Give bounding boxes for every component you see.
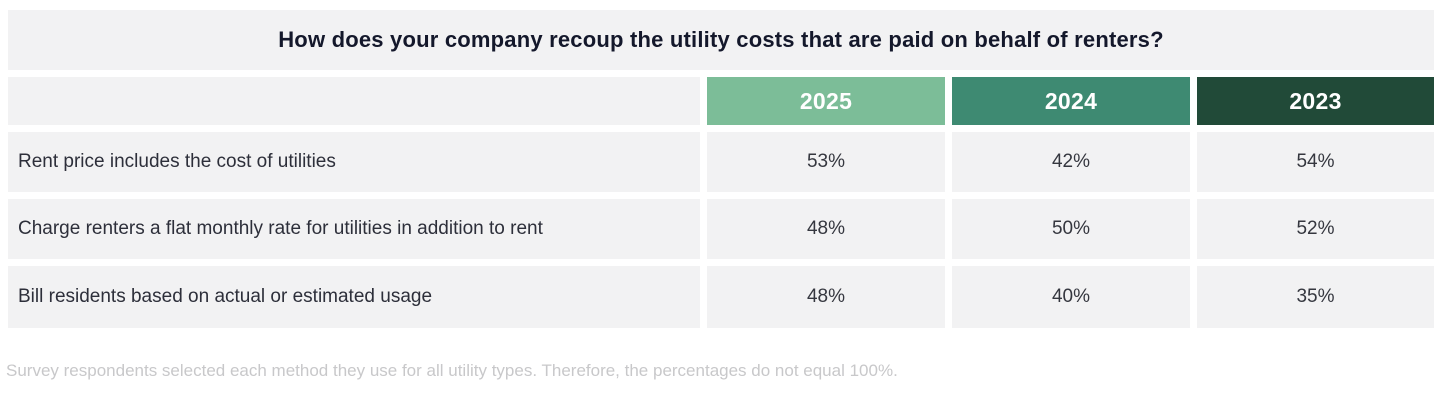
value-row1-2025: 53% [707,132,945,192]
survey-table: 2025 2024 2023 Rent price includes the c… [8,77,1434,328]
value-row3-2023: 35% [1197,266,1434,328]
row-label-flat-monthly-rate: Charge renters a flat monthly rate for u… [8,199,700,259]
row-label-bill-by-usage: Bill residents based on actual or estima… [8,266,700,328]
column-header-2024: 2024 [952,77,1190,125]
value-row2-2025: 48% [707,199,945,259]
row-label-rent-price-includes-utilities: Rent price includes the cost of utilitie… [8,132,700,192]
column-header-2025: 2025 [707,77,945,125]
column-header-2023: 2023 [1197,77,1434,125]
value-row1-2023: 54% [1197,132,1434,192]
value-row2-2023: 52% [1197,199,1434,259]
value-row1-2024: 42% [952,132,1190,192]
table-title: How does your company recoup the utility… [278,27,1164,52]
value-row3-2025: 48% [707,266,945,328]
value-row2-2024: 50% [952,199,1190,259]
corner-header-cell [8,77,700,125]
title-band: How does your company recoup the utility… [8,10,1434,70]
value-row3-2024: 40% [952,266,1190,328]
survey-footnote: Survey respondents selected each method … [6,361,898,380]
